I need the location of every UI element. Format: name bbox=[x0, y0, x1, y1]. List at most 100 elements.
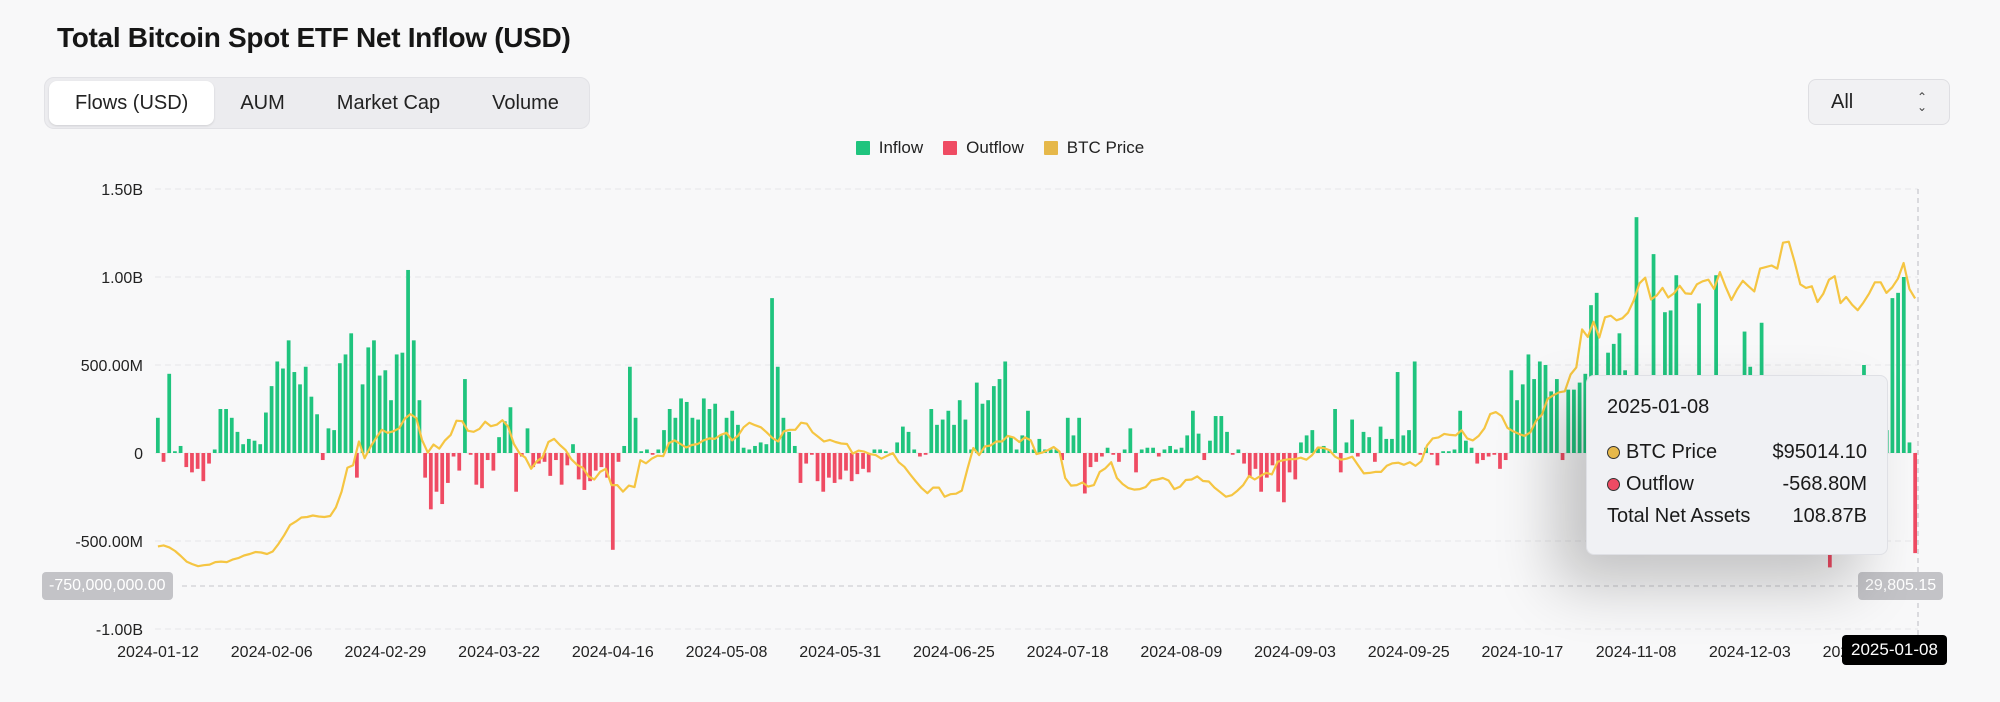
tab-flows-usd[interactable]: Flows (USD) bbox=[49, 81, 215, 125]
tooltip-row-label: Outflow bbox=[1607, 473, 1694, 496]
inflow-bar bbox=[360, 384, 365, 453]
outflow-bar bbox=[446, 453, 450, 483]
outflow-bar bbox=[588, 453, 592, 482]
inflow-bar bbox=[269, 386, 274, 453]
outflow-bar bbox=[468, 453, 473, 455]
inflow-bar bbox=[1594, 292, 1599, 453]
inflow-bar bbox=[389, 400, 393, 453]
inflow-bar bbox=[980, 403, 985, 453]
inflow-bar bbox=[1048, 449, 1053, 453]
legend-item-btc-price[interactable]: BTC Price bbox=[1043, 138, 1145, 158]
range-select[interactable]: All ⌃ ⌄ bbox=[1808, 79, 1950, 125]
outflow-bar bbox=[1259, 453, 1264, 492]
tooltip-row-total-net-assets: Total Net Assets 108.87B bbox=[1607, 500, 1867, 532]
inflow-bar bbox=[303, 366, 308, 453]
outflow-bar bbox=[1355, 453, 1360, 457]
inflow-bar bbox=[1549, 391, 1554, 453]
inflow-bar bbox=[332, 430, 337, 453]
inflow-bar bbox=[1520, 384, 1525, 453]
inflow-bar bbox=[571, 444, 575, 453]
outflow-bar bbox=[798, 453, 803, 483]
outflow-bar bbox=[599, 453, 604, 468]
inflow-bar bbox=[1537, 361, 1542, 453]
inflow-bar bbox=[1054, 449, 1059, 453]
inflow-bar bbox=[1122, 449, 1127, 453]
inflow-bar bbox=[286, 340, 291, 453]
outflow-bar bbox=[827, 453, 831, 478]
inflow-bar bbox=[337, 363, 342, 453]
inflow-bar bbox=[1077, 417, 1082, 453]
inflow-bar bbox=[218, 409, 223, 453]
inflow-bar bbox=[1464, 440, 1468, 453]
inflow-bar bbox=[1020, 435, 1025, 453]
outflow-bar bbox=[1270, 453, 1275, 466]
inflow-bar bbox=[502, 421, 507, 453]
tab-market-cap[interactable]: Market Cap bbox=[336, 91, 441, 114]
inflow-bar bbox=[1526, 354, 1531, 453]
inflow-bar bbox=[1145, 447, 1150, 453]
outflow-bar bbox=[1253, 453, 1258, 469]
x-tick-label: 2024-12-03 bbox=[1709, 644, 1791, 661]
y-tick-label: -500.00M bbox=[75, 534, 143, 551]
x-tick-label: 2024-09-25 bbox=[1368, 644, 1450, 661]
inflow-bar bbox=[1162, 449, 1167, 453]
legend-swatch bbox=[943, 141, 958, 155]
inflow-bar bbox=[1219, 416, 1224, 453]
inflow-bar bbox=[1554, 379, 1559, 453]
legend-label: BTC Price bbox=[1066, 138, 1145, 157]
outflow-bar bbox=[1282, 453, 1286, 503]
tooltip-row-label: BTC Price bbox=[1607, 441, 1717, 464]
inflow-bar bbox=[1515, 400, 1519, 453]
outflow-bar bbox=[355, 453, 359, 478]
outflow-bar bbox=[480, 453, 484, 489]
inflow-bar bbox=[1037, 438, 1042, 453]
outflow-bar bbox=[849, 453, 854, 482]
inflow-bar bbox=[952, 424, 956, 453]
x-tick-label: 2024-09-03 bbox=[1254, 644, 1336, 661]
outflow-bar bbox=[201, 453, 206, 482]
tab-aum[interactable]: AUM bbox=[240, 91, 285, 114]
inflow-bar bbox=[246, 438, 251, 453]
inflow-bar bbox=[1509, 370, 1514, 453]
inflow-bar bbox=[1395, 372, 1400, 453]
inflow-bar bbox=[229, 417, 234, 453]
inflow-bar bbox=[946, 410, 951, 453]
inflow-bar bbox=[1714, 275, 1718, 453]
inflow-bar bbox=[645, 449, 649, 453]
outflow-bar bbox=[1242, 453, 1246, 464]
inflow-bar bbox=[1469, 447, 1474, 453]
inflow-bar bbox=[1208, 440, 1212, 453]
inflow-bar bbox=[224, 409, 228, 453]
inflow-bar bbox=[1333, 409, 1337, 453]
outflow-bar bbox=[559, 453, 564, 485]
x-tick-label: 2024-03-22 bbox=[458, 644, 540, 661]
outflow-bar bbox=[1264, 453, 1269, 478]
outflow-bar bbox=[1338, 453, 1343, 473]
inflow-bar bbox=[935, 424, 939, 453]
inflow-bar bbox=[872, 449, 877, 453]
tooltip-value: $95014.10 bbox=[1772, 440, 1867, 463]
inflow-bar bbox=[1321, 445, 1326, 453]
outflow-bar bbox=[1429, 453, 1434, 455]
inflow-bar bbox=[707, 409, 712, 453]
tooltip-value: 108.87B bbox=[1792, 504, 1867, 527]
legend-item-inflow[interactable]: Inflow bbox=[855, 138, 923, 158]
y-tick-label: 1.00B bbox=[101, 270, 143, 287]
tab-volume[interactable]: Volume bbox=[492, 91, 559, 114]
outflow-bar bbox=[610, 453, 615, 550]
inflow-bar bbox=[252, 440, 257, 453]
inflow-bar bbox=[497, 437, 501, 453]
outflow-bar bbox=[485, 453, 490, 461]
inflow-bar bbox=[679, 398, 683, 453]
chart-title: Total Bitcoin Spot ETF Net Inflow (USD) bbox=[57, 22, 571, 53]
outflow-bar bbox=[1498, 453, 1502, 469]
outflow-bar bbox=[514, 453, 518, 492]
series-dot-icon bbox=[1607, 477, 1620, 491]
legend-item-outflow[interactable]: Outflow bbox=[943, 138, 1024, 158]
outflow-bar bbox=[1492, 453, 1497, 455]
x-tick-label: 2024-08-09 bbox=[1140, 644, 1222, 661]
inflow-bar bbox=[963, 419, 968, 453]
inflow-bar bbox=[1128, 428, 1133, 453]
inflow-bar bbox=[787, 431, 791, 453]
inflow-bar bbox=[701, 398, 706, 453]
